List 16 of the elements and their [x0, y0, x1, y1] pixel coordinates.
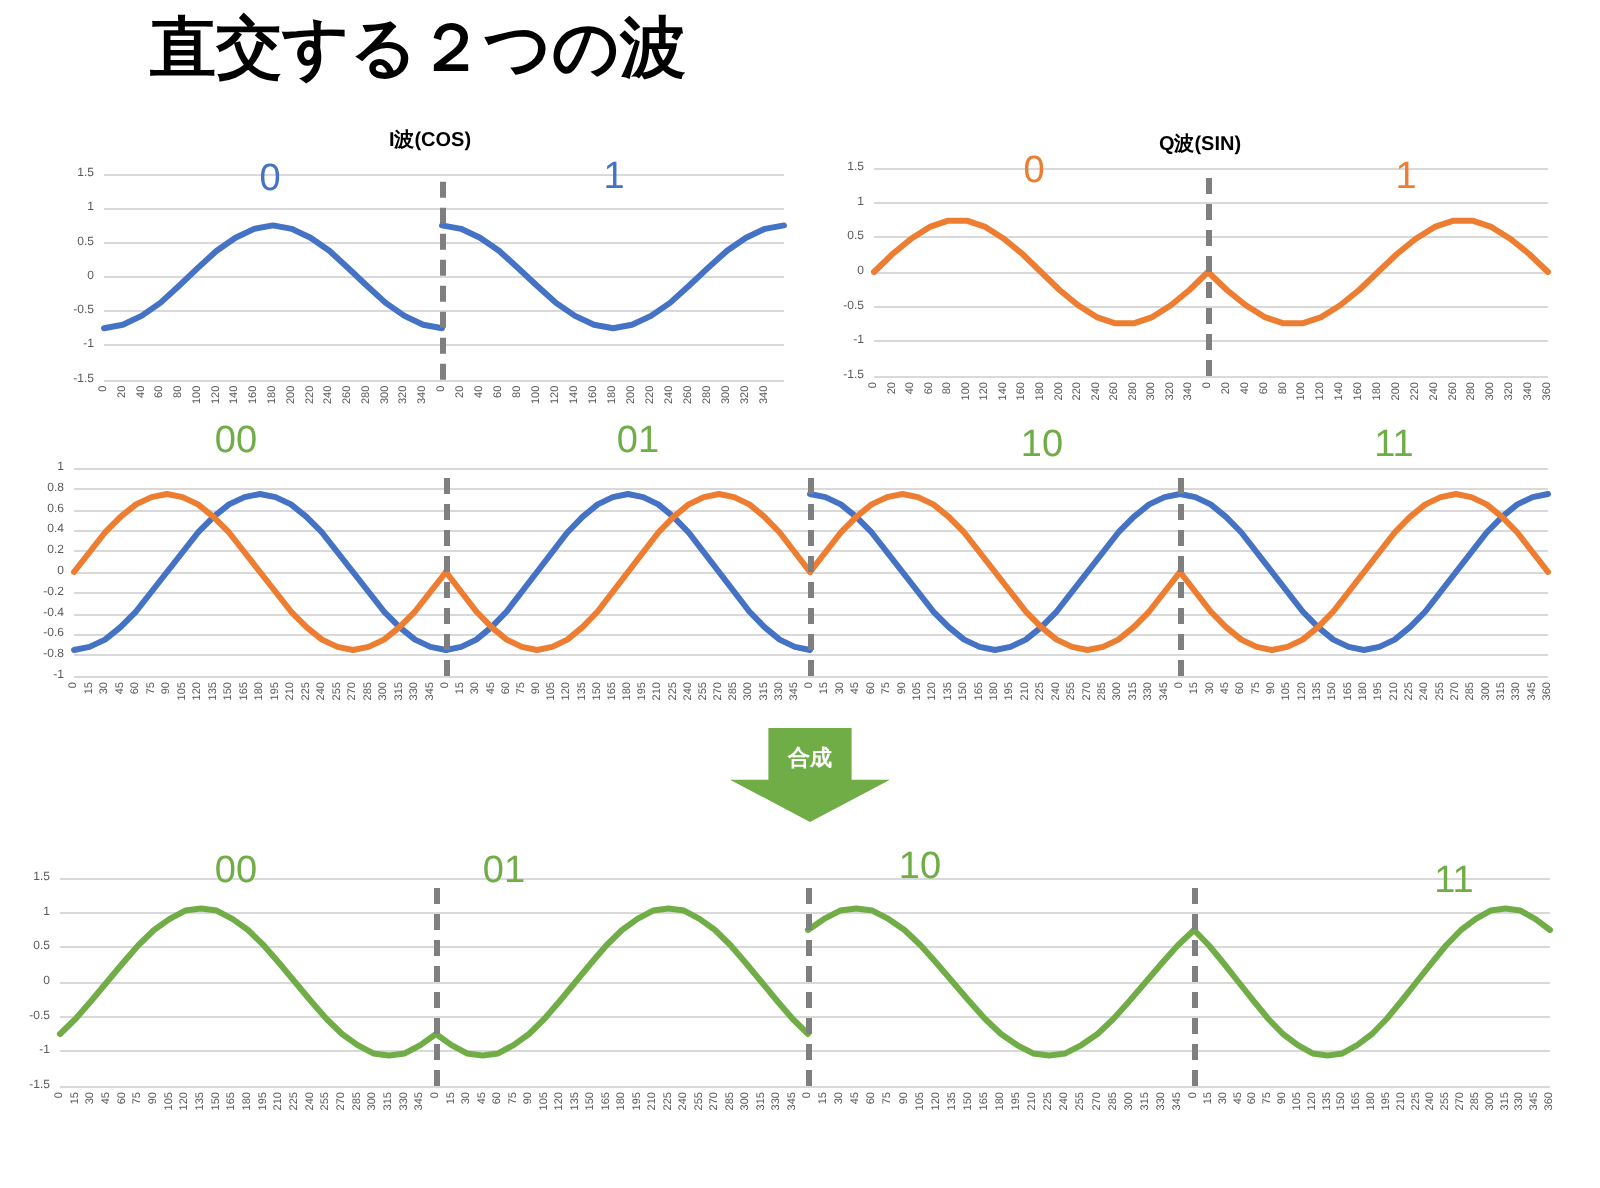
- annotation: 01: [482, 850, 526, 892]
- chart-title: Q波(SIN): [1158, 134, 1242, 158]
- annotation: 11: [1434, 860, 1474, 902]
- annotation: 1: [603, 156, 625, 198]
- chart-title: I波(COS): [388, 130, 472, 154]
- annotation: 0: [259, 158, 281, 200]
- annotation: 1: [1395, 156, 1417, 198]
- text: 00: [214, 420, 258, 462]
- text: 直交する２つの波: [150, 8, 686, 88]
- annotation: 10: [898, 846, 942, 888]
- text: 01: [616, 420, 660, 462]
- annotation: 00: [214, 850, 258, 892]
- text: 10: [1020, 424, 1064, 466]
- annotation: 0: [1023, 150, 1045, 192]
- text: 合成: [788, 747, 832, 774]
- text: 11: [1374, 424, 1414, 466]
